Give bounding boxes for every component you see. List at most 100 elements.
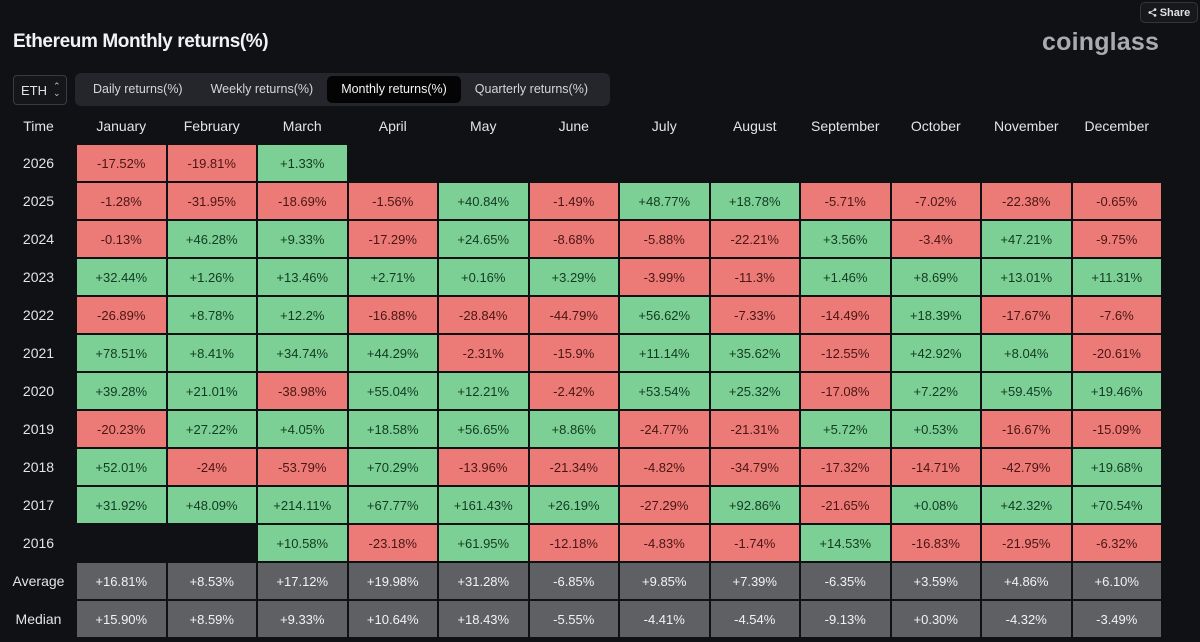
return-cell: -17.32% [801, 449, 890, 485]
column-header-december: December [1084, 118, 1150, 134]
share-label: Share [1159, 6, 1191, 19]
return-cell: +46.28% [167, 221, 256, 257]
return-cell: +0.16% [439, 259, 528, 295]
column-header-june: June [558, 118, 589, 134]
return-cell: +61.95% [439, 525, 528, 561]
return-cell: +8.41% [167, 335, 256, 371]
share-button[interactable]: Share [1140, 2, 1198, 23]
table-row: 2020 +39.28% +21.01% -38.98% +55.04% +12.21% -… [2, 373, 1161, 409]
return-cell: +1.33% [258, 145, 347, 181]
return-cell: -3.4% [891, 221, 980, 257]
summary-cell: +6.10% [1072, 563, 1161, 599]
return-cell: +19.68% [1072, 449, 1161, 485]
table-header-row: Time January February March April May June July… [2, 109, 1161, 143]
row-year: 2021 [22, 345, 55, 361]
return-cell: +56.65% [439, 411, 528, 447]
return-cell: +3.29% [529, 259, 618, 295]
return-cell: +47.21% [982, 221, 1071, 257]
summary-cell: -4.54% [710, 601, 799, 637]
period-tabs: Daily returns(%) Weekly returns(%) Month… [75, 73, 610, 106]
return-cell: -15.09% [1072, 411, 1161, 447]
tab-weekly-returns[interactable]: Weekly returns(%) [210, 82, 314, 96]
summary-cell: -3.49% [1072, 601, 1161, 637]
returns-table: Time January February March April May June July… [0, 107, 1163, 639]
summary-cell: -4.41% [620, 601, 709, 637]
return-cell: +5.72% [801, 411, 890, 447]
return-cell: +31.92% [77, 487, 166, 523]
return-cell: -4.82% [620, 449, 709, 485]
return-cell: +8.69% [891, 259, 980, 295]
tab-daily-returns[interactable]: Daily returns(%) [93, 82, 183, 96]
return-cell: +42.32% [982, 487, 1071, 523]
column-header-november: November [993, 118, 1059, 134]
row-year: 2025 [22, 193, 55, 209]
summary-label: Median [15, 611, 62, 627]
return-cell: +48.77% [620, 183, 709, 219]
summary-cell: +31.28% [439, 563, 528, 599]
return-cell: -22.21% [710, 221, 799, 257]
column-header-march: March [282, 118, 322, 134]
return-cell: -12.55% [801, 335, 890, 371]
return-cell: +2.71% [348, 259, 437, 295]
return-cell: +8.86% [529, 411, 618, 447]
summary-cell: +18.43% [439, 601, 528, 637]
empty-cell [349, 145, 438, 181]
asset-select-value: ETH [21, 82, 47, 98]
return-cell: +7.22% [891, 373, 980, 409]
return-cell: +8.04% [982, 335, 1071, 371]
summary-cell: -9.13% [801, 601, 890, 637]
empty-cell [439, 145, 528, 181]
return-cell: -7.33% [710, 297, 799, 333]
return-cell: +4.05% [258, 411, 347, 447]
return-cell: -7.02% [891, 183, 980, 219]
row-year: 2024 [22, 231, 55, 247]
return-cell: -21.95% [982, 525, 1071, 561]
return-cell: +27.22% [167, 411, 256, 447]
return-cell: -8.68% [529, 221, 618, 257]
return-cell: -4.83% [620, 525, 709, 561]
return-cell: +25.32% [710, 373, 799, 409]
summary-cell: +9.33% [258, 601, 347, 637]
return-cell: -38.98% [258, 373, 347, 409]
summary-cell: +19.98% [348, 563, 437, 599]
return-cell: +52.01% [77, 449, 166, 485]
return-cell: -53.79% [258, 449, 347, 485]
return-cell: -16.67% [982, 411, 1071, 447]
return-cell: -20.23% [77, 411, 166, 447]
return-cell: -5.71% [801, 183, 890, 219]
return-cell: +32.44% [77, 259, 166, 295]
table-row: 2023 +32.44% +1.26% +13.46% +2.71% +0.16% +3.2… [2, 259, 1161, 295]
return-cell: -13.96% [439, 449, 528, 485]
return-cell: +0.08% [891, 487, 980, 523]
return-cell: +12.2% [258, 297, 347, 333]
return-cell: -17.67% [982, 297, 1071, 333]
return-cell: +26.19% [529, 487, 618, 523]
return-cell: -17.29% [348, 221, 437, 257]
row-year: 2018 [22, 459, 55, 475]
summary-cell: +3.59% [891, 563, 980, 599]
tab-monthly-returns[interactable]: Monthly returns(%) [327, 76, 461, 103]
table-row: 2019 -20.23% +27.22% +4.05% +18.58% +56.65% +8… [2, 411, 1161, 447]
asset-select[interactable]: ETH ⌃ ⌄ [13, 75, 67, 105]
return-cell: +78.51% [77, 335, 166, 371]
return-cell: +18.39% [891, 297, 980, 333]
summary-cell: -5.55% [529, 601, 618, 637]
return-cell: -27.29% [620, 487, 709, 523]
return-cell: +1.46% [801, 259, 890, 295]
return-cell: -28.84% [439, 297, 528, 333]
return-cell: +214.11% [258, 487, 347, 523]
empty-cell [168, 525, 257, 561]
summary-cell: +8.59% [167, 601, 256, 637]
return-cell: -24.77% [620, 411, 709, 447]
table-row: 2018 +52.01% -24% -53.79% +70.29% -13.96% -21.… [2, 449, 1161, 485]
return-cell: +13.46% [258, 259, 347, 295]
return-cell: +42.92% [891, 335, 980, 371]
summary-cell: +9.85% [620, 563, 709, 599]
column-header-may: May [470, 118, 497, 134]
return-cell: -21.34% [529, 449, 618, 485]
return-cell: +12.21% [439, 373, 528, 409]
return-cell: +10.58% [258, 525, 347, 561]
return-cell: +92.86% [710, 487, 799, 523]
row-year: 2019 [22, 421, 55, 437]
tab-quarterly-returns[interactable]: Quarterly returns(%) [474, 82, 589, 96]
